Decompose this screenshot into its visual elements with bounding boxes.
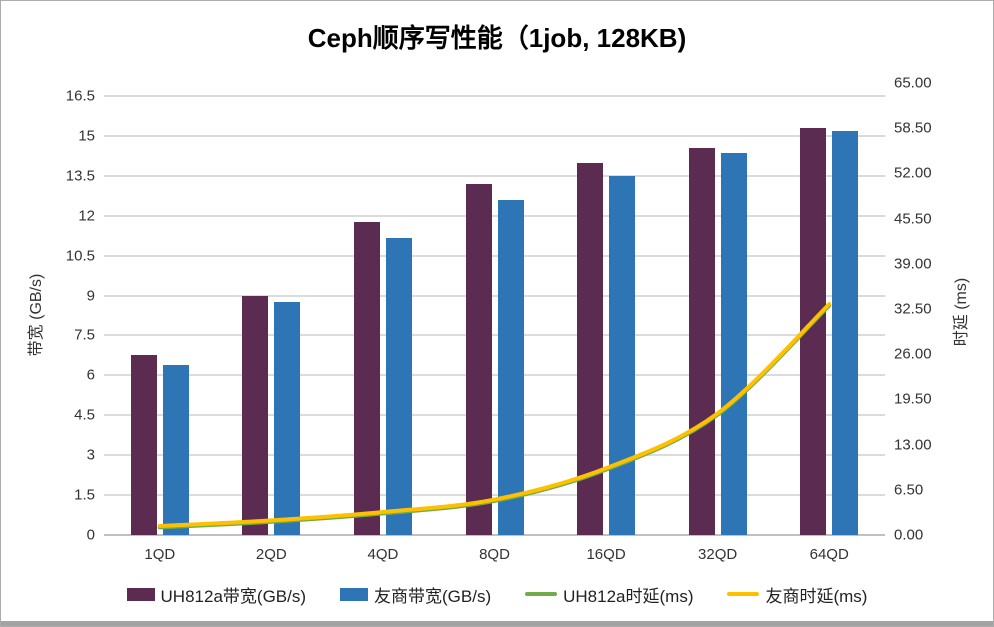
bar-uh812a-bandwidth-32qd — [688, 147, 715, 535]
x-axis-category-label: 64QD — [809, 546, 849, 563]
x-axis-category-label: 32QD — [698, 546, 738, 563]
bar-vendor-bandwidth-16qd — [609, 175, 636, 535]
right-axis-tick-label: 26.00 — [894, 345, 932, 363]
legend-item-vendor-latency: 友商时延(ms) — [727, 582, 867, 607]
gridline — [104, 334, 885, 337]
bar-uh812a-bandwidth-2qd — [242, 295, 269, 535]
bar-vendor-bandwidth-1qd — [162, 364, 189, 535]
right-axis-title: 时延 (ms) — [953, 277, 970, 347]
legend-swatch-uh812a-bandwidth — [126, 587, 155, 601]
gridline — [104, 95, 885, 97]
legend-label-uh812a-latency: UH812a时延(ms) — [563, 586, 694, 606]
left-axis-tick-label: 15 — [78, 127, 95, 145]
gridline — [104, 134, 885, 137]
bar-uh812a-bandwidth-4qd — [353, 222, 380, 535]
bar-uh812a-bandwidth-64qd — [800, 127, 827, 535]
left-axis-tick-label: 0 — [86, 526, 95, 544]
x-axis-line — [104, 534, 885, 536]
x-axis-category-label: 1QD — [144, 546, 176, 563]
legend-label-vendor-bandwidth: 友商带宽(GB/s) — [374, 586, 492, 606]
legend-item-vendor-bandwidth: 友商带宽(GB/s) — [340, 582, 491, 607]
right-axis-tick-label: 65.00 — [894, 74, 932, 92]
left-axis-tick-label: 3 — [86, 446, 95, 464]
legend-swatch-uh812a-latency — [525, 592, 558, 596]
gridline — [104, 374, 885, 377]
x-axis-category-label: 16QD — [586, 546, 626, 563]
gridline — [104, 494, 885, 497]
right-axis-tick-label: 52.00 — [894, 164, 932, 182]
legend-swatch-vendor-latency — [727, 592, 760, 596]
legend-label-vendor-latency: 友商时延(ms) — [765, 586, 868, 606]
bar-vendor-bandwidth-32qd — [720, 153, 747, 535]
bar-uh812a-bandwidth-1qd — [130, 355, 157, 535]
bar-vendor-bandwidth-64qd — [832, 130, 859, 535]
x-axis-category-label: 8QD — [479, 546, 510, 563]
gridline — [104, 454, 885, 457]
left-axis-tick-label: 16.5 — [65, 87, 95, 105]
legend-label-uh812a-bandwidth: UH812a带宽(GB/s) — [160, 586, 307, 606]
right-axis-tick-label: 45.50 — [894, 210, 932, 228]
left-axis-tick-label: 9 — [86, 287, 95, 305]
left-axis-tick-label: 13.5 — [65, 167, 95, 185]
right-axis-tick-label: 19.50 — [894, 390, 932, 408]
legend-item-uh812a-latency: UH812a时延(ms) — [525, 582, 693, 607]
gridline — [104, 214, 885, 217]
left-axis-tick-label: 1.5 — [74, 486, 95, 504]
gridline — [104, 254, 885, 257]
left-axis-tick-label: 12 — [78, 207, 95, 225]
left-axis-tick-label: 6 — [86, 366, 95, 384]
bar-vendor-bandwidth-8qd — [497, 199, 524, 535]
bar-uh812a-bandwidth-16qd — [577, 162, 604, 535]
right-axis-tick-label: 58.50 — [894, 119, 932, 137]
gridline — [104, 414, 885, 417]
bottom-edge-strip — [1, 621, 993, 626]
right-axis-tick-label: 32.50 — [894, 300, 932, 318]
legend-swatch-vendor-bandwidth — [340, 587, 369, 601]
bar-vendor-bandwidth-2qd — [274, 302, 301, 535]
x-axis-category-label: 2QD — [255, 546, 287, 563]
right-axis-tick-label: 13.00 — [894, 436, 932, 454]
plot-area — [104, 95, 885, 536]
left-axis-tick-label: 4.5 — [74, 406, 95, 424]
bar-vendor-bandwidth-4qd — [385, 238, 412, 535]
bar-uh812a-bandwidth-8qd — [465, 183, 492, 535]
right-axis-tick-label: 39.00 — [894, 255, 932, 273]
legend-item-uh812a-bandwidth: UH812a带宽(GB/s) — [126, 582, 307, 607]
gridline — [104, 294, 885, 297]
left-axis-tick-label: 7.5 — [74, 326, 95, 344]
right-axis-tick-label: 0.00 — [894, 526, 924, 544]
right-axis-tick-label: 6.50 — [894, 481, 924, 499]
gridline — [104, 174, 885, 177]
left-axis-tick-label: 10.5 — [65, 247, 95, 265]
legend: UH812a带宽(GB/s) 友商带宽(GB/s) UH812a时延(ms) 友商时延… — [1, 582, 993, 606]
chart-title: Ceph顺序写性能（1job, 128KB) — [307, 23, 687, 53]
x-axis-category-label: 4QD — [367, 546, 399, 563]
